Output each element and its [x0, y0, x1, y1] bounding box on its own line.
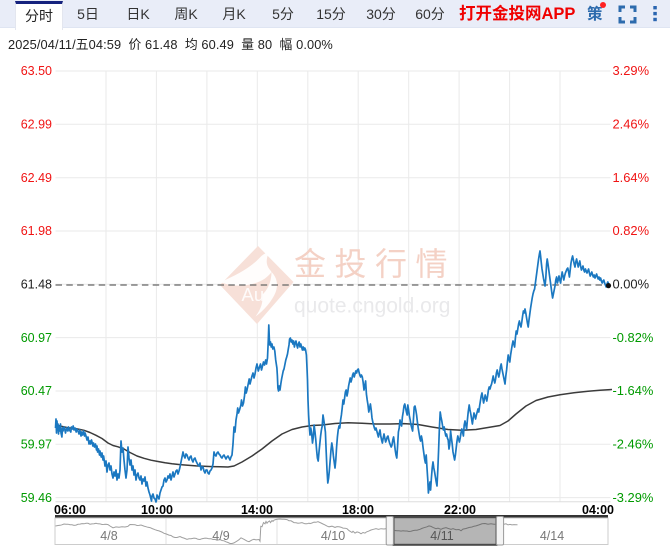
svg-text:22:00: 22:00: [444, 503, 476, 517]
svg-text:60.97: 60.97: [21, 331, 52, 345]
svg-text:0.00%: 0.00%: [613, 277, 650, 292]
svg-text:61.98: 61.98: [21, 224, 52, 238]
svg-text:-0.82%: -0.82%: [613, 330, 654, 345]
svg-text:10:00: 10:00: [141, 503, 173, 517]
svg-text:-1.64%: -1.64%: [613, 383, 654, 398]
svg-text:14:00: 14:00: [241, 503, 273, 517]
svg-text:4/14: 4/14: [540, 529, 564, 543]
svg-text:4/9: 4/9: [212, 529, 229, 543]
svg-text:4/10: 4/10: [321, 529, 345, 543]
svg-text:4/8: 4/8: [100, 529, 117, 543]
svg-text:金投行情: 金投行情: [294, 246, 456, 282]
svg-text:62.99: 62.99: [21, 118, 52, 132]
svg-text:4/11: 4/11: [430, 529, 453, 543]
svg-text:18:00: 18:00: [342, 503, 374, 517]
svg-text:3.29%: 3.29%: [613, 63, 650, 78]
svg-text:61.48: 61.48: [21, 278, 52, 292]
svg-text:59.46: 59.46: [21, 491, 52, 505]
svg-text:Au: Au: [242, 284, 265, 305]
svg-text:0.82%: 0.82%: [613, 223, 650, 238]
svg-text:04:00: 04:00: [582, 503, 614, 517]
svg-text:60.47: 60.47: [21, 384, 52, 398]
svg-text:63.50: 63.50: [21, 64, 52, 78]
svg-text:1.64%: 1.64%: [613, 170, 650, 185]
svg-text:59.97: 59.97: [21, 438, 52, 452]
svg-text:62.49: 62.49: [21, 171, 52, 185]
svg-text:-3.29%: -3.29%: [613, 490, 654, 505]
svg-text:-2.46%: -2.46%: [613, 437, 654, 452]
svg-text:2.46%: 2.46%: [613, 117, 650, 132]
svg-text:quote.cngold.org: quote.cngold.org: [294, 295, 450, 318]
svg-text:06:00: 06:00: [54, 503, 86, 517]
